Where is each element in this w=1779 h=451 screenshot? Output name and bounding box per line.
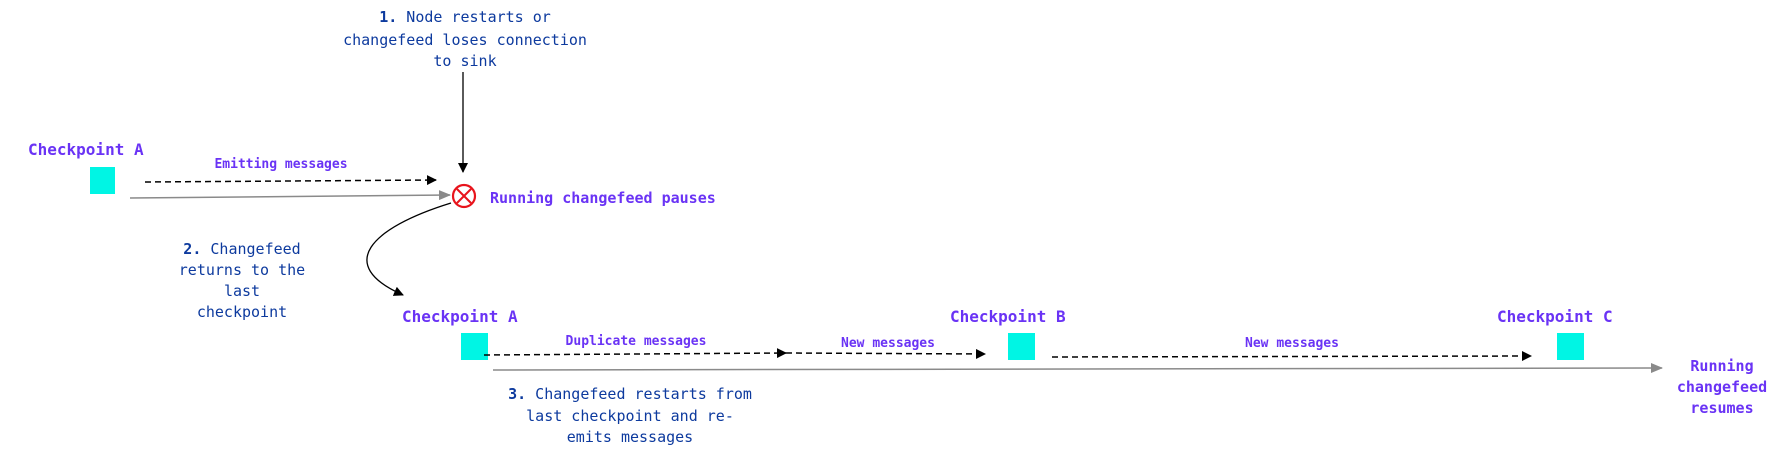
step2-line3: last (224, 282, 260, 300)
new-arrow-2 (1051, 351, 1532, 362)
step1-line1: 1. Node restarts or (379, 8, 551, 26)
resumes-line2: changefeed (1677, 378, 1767, 396)
step2-line2: returns to the (179, 261, 305, 279)
new-messages-label-1: New messages (841, 336, 935, 351)
checkpoint-b-label: Checkpoint B (950, 307, 1066, 326)
checkpoint-a-top-label: Checkpoint A (28, 140, 144, 159)
step3-line2: last checkpoint and re- (526, 407, 734, 425)
step2-line4: checkpoint (197, 303, 287, 321)
emitting-arrow (144, 175, 437, 186)
checkpoint-a-bottom-label: Checkpoint A (402, 307, 518, 326)
duplicate-messages-label: Duplicate messages (566, 334, 707, 349)
step3-line3: emits messages (567, 428, 693, 446)
duplicate-arrow (483, 348, 787, 359)
step1-line2: changefeed loses connection (343, 31, 587, 49)
timeline-bottom (492, 363, 1663, 374)
checkpoint-a-bottom-marker (461, 333, 488, 360)
step3-line1: 3. Changefeed restarts from (508, 385, 752, 403)
circle-x-icon (451, 183, 477, 209)
resumes-line1: Running (1690, 357, 1753, 375)
timeline-top (129, 190, 451, 201)
checkpoint-a-top-marker (90, 167, 115, 194)
new-messages-label-2: New messages (1245, 336, 1339, 351)
pauses-label: Running changefeed pauses (490, 189, 716, 207)
emitting-messages-label: Emitting messages (214, 157, 347, 172)
checkpoint-c-label: Checkpoint C (1497, 307, 1613, 326)
step1-line3: to sink (433, 52, 496, 70)
step2-line1: 2. Changefeed (183, 240, 300, 258)
new-arrow-1 (785, 348, 986, 359)
checkpoint-c-marker (1557, 333, 1584, 360)
resumes-line3: resumes (1690, 399, 1753, 417)
checkpoint-b-marker (1008, 333, 1035, 360)
return-arrow (366, 202, 452, 296)
